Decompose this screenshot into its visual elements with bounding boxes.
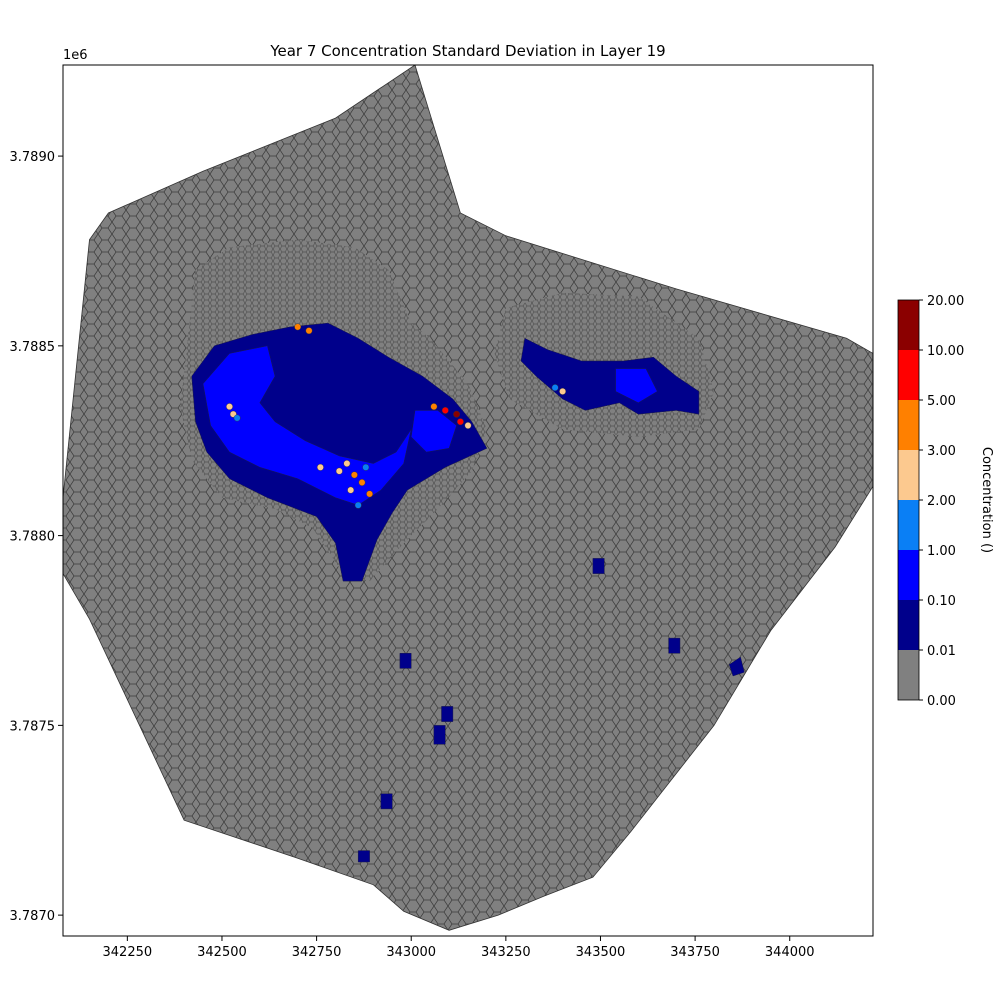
hotspot-cell-7 [354, 501, 362, 509]
mesh-domain [63, 65, 873, 931]
hotspot-cell-15 [305, 327, 313, 335]
colorbar-tick-label: 20.00 [927, 294, 964, 309]
colorbar-segment [898, 400, 919, 450]
concentration-region-3 [520, 337, 700, 415]
chart-title: Year 7 Concentration Standard Deviation … [269, 42, 665, 60]
colorbar-tick-label: 10.00 [927, 344, 964, 359]
hotspot-cell-8 [316, 463, 324, 471]
hotspot-cell-6 [362, 463, 370, 471]
concentration-region-12 [728, 656, 745, 677]
hotspot-cell-0 [343, 460, 351, 467]
hotspot-cell-2 [358, 479, 366, 486]
concentration-region-2 [410, 410, 457, 453]
hotspot-cell-4 [366, 490, 373, 498]
concentration-region-10 [380, 793, 393, 810]
concentration-region-7 [668, 637, 681, 654]
x-tick-label: 342750 [292, 945, 342, 960]
y-tick-label: 3.7885 [10, 340, 56, 355]
colorbar-segment [898, 550, 919, 600]
hotspot-cell-14 [294, 323, 302, 331]
hotspot-cell-12 [430, 403, 438, 410]
hotspot-cell-18 [233, 414, 241, 422]
colorbar-tick-label: 3.00 [927, 444, 956, 459]
hotspot-cell-13 [464, 422, 472, 429]
concentration-region-4 [615, 368, 658, 404]
colorbar-segment [898, 600, 919, 650]
y-tick-label: 3.7875 [10, 719, 56, 734]
y-tick-label: 3.7870 [10, 909, 56, 924]
axes-frame [62, 64, 874, 937]
colorbar-tick-label: 0.00 [927, 694, 956, 709]
x-tick-label: 343250 [481, 945, 531, 960]
x-tick-label: 343500 [576, 945, 626, 960]
x-tick-label: 343750 [670, 945, 720, 960]
concentration-region-5 [592, 558, 605, 574]
colorbar-segment [898, 500, 919, 550]
y-axis: 3.7870 3.7875 3.7880 3.7885 3.7890 [10, 150, 63, 924]
colorbar-tick-label: 1.00 [927, 544, 956, 559]
colorbar-tick-label: 5.00 [927, 394, 956, 409]
concentration-region-8 [441, 706, 454, 722]
hotspot-cell-16 [226, 403, 233, 410]
colorbar-segment [898, 300, 919, 350]
colorbar-segment [898, 650, 919, 700]
plot-area [63, 65, 873, 931]
colorbar-tick-label: 0.01 [927, 644, 956, 659]
concentration-region-6 [399, 653, 412, 669]
y-offset-label: 1e6 [63, 48, 88, 63]
y-tick-label: 3.7890 [10, 150, 56, 165]
x-axis: 342250 342500 342750 343000 343250 343500 3437… [103, 936, 815, 960]
concentration-region-11 [357, 850, 370, 863]
hotspot-cell-5 [347, 486, 355, 494]
concentration-region-9 [433, 725, 446, 745]
hotspot-cell-1 [350, 471, 358, 479]
concentration-region-1 [202, 345, 412, 506]
x-tick-label: 344000 [765, 945, 815, 960]
x-tick-label: 342500 [197, 945, 247, 960]
colorbar-tick-label: 0.10 [927, 594, 956, 609]
hotspot-cell-19 [559, 387, 566, 395]
x-tick-label: 343000 [386, 945, 436, 960]
hotspot-cell-9 [441, 406, 449, 414]
hotspot-cell-10 [453, 410, 460, 418]
colorbar-segment [898, 350, 919, 400]
hotspot-cell-3 [335, 467, 343, 475]
colorbar-segment [898, 450, 919, 500]
colorbar-label: Concentration () [979, 447, 994, 553]
colorbar-tick-label: 2.00 [927, 494, 956, 509]
hotspot-cell-20 [551, 384, 559, 391]
colorbar: 0.00 0.01 0.10 1.00 2.00 3.00 5.00 10.00 20.00 [897, 294, 964, 709]
hotspot-cell-11 [456, 418, 464, 426]
x-tick-label: 342250 [103, 945, 153, 960]
y-tick-label: 3.7880 [10, 530, 56, 545]
